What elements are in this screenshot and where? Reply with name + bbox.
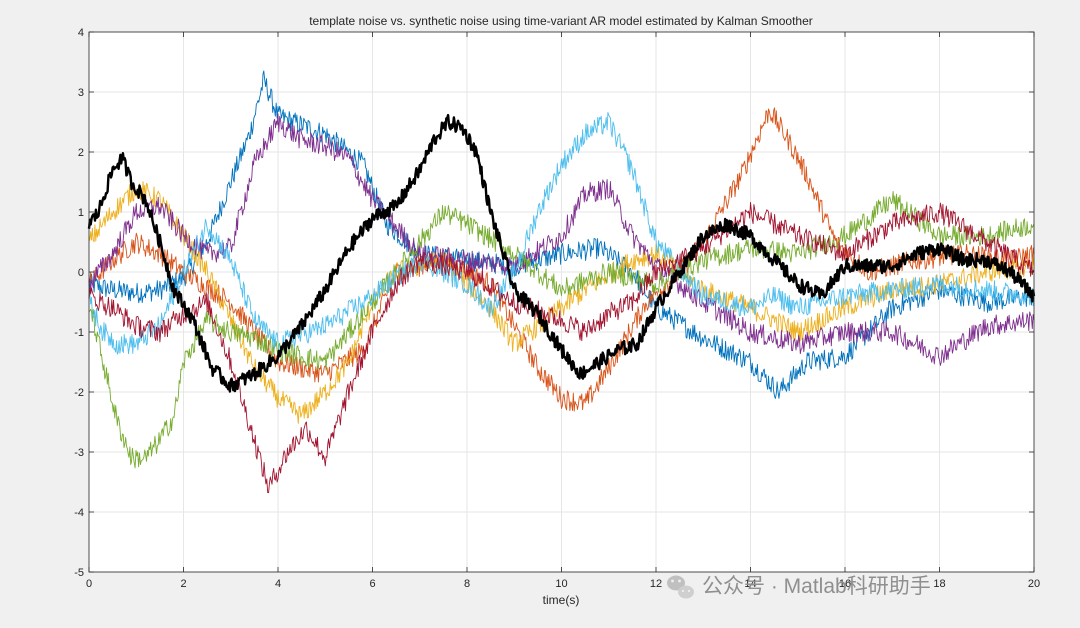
wechat-icon <box>667 575 694 599</box>
x-tick-label: 18 <box>933 578 945 590</box>
x-tick-label: 8 <box>464 578 470 590</box>
y-tick-label: 2 <box>78 147 84 159</box>
x-tick-label: 10 <box>555 578 567 590</box>
series-line-7 <box>88 201 1035 494</box>
chart-title: template noise vs. synthetic noise using… <box>309 14 813 28</box>
series-group <box>87 70 1036 494</box>
y-tick-label: -1 <box>74 327 84 339</box>
y-tick-label: 3 <box>78 87 84 99</box>
x-tick-label: 12 <box>650 578 662 590</box>
x-axis-label: time(s) <box>543 593 580 607</box>
series-line-8 <box>87 113 1036 393</box>
x-tick-label: 6 <box>369 578 375 590</box>
x-tick-label: 0 <box>86 578 92 590</box>
series-line-4 <box>88 113 1035 366</box>
series-line-1 <box>88 70 1035 399</box>
y-tick-label: -2 <box>74 387 84 399</box>
x-tick-label: 14 <box>744 578 756 590</box>
y-tick-label: -3 <box>74 447 84 459</box>
y-tick-label: 1 <box>78 207 84 219</box>
y-tick-label: 0 <box>78 267 84 279</box>
y-tick-label: -4 <box>74 507 84 519</box>
series-line-5 <box>88 190 1035 469</box>
x-tick-label: 4 <box>275 578 281 590</box>
watermark: 公众号 · Matlab科研助手 <box>667 575 931 599</box>
watermark-text: 公众号 · Matlab科研助手 <box>702 575 931 598</box>
x-tick-label: 16 <box>839 578 851 590</box>
y-tick-label: -5 <box>74 567 84 579</box>
x-tick-label: 20 <box>1028 578 1040 590</box>
y-tick-label: 4 <box>78 27 84 39</box>
series-line-2 <box>88 107 1035 412</box>
x-tick-label: 2 <box>180 578 186 590</box>
series-line-6 <box>88 112 1035 355</box>
series-line-3 <box>88 181 1035 424</box>
